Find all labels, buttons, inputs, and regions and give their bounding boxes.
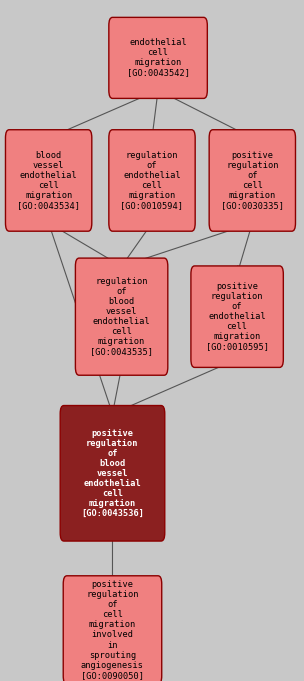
FancyBboxPatch shape [191, 266, 283, 368]
FancyBboxPatch shape [5, 129, 92, 232]
Text: blood
vessel
endothelial
cell
migration
[GO:0043534]: blood vessel endothelial cell migration … [17, 151, 80, 210]
Text: positive
regulation
of
blood
vessel
endothelial
cell
migration
[GO:0043536]: positive regulation of blood vessel endo… [81, 428, 144, 518]
Text: positive
regulation
of
endothelial
cell
migration
[GO:0010595]: positive regulation of endothelial cell … [206, 282, 269, 351]
Text: regulation
of
endothelial
cell
migration
[GO:0010594]: regulation of endothelial cell migration… [120, 151, 184, 210]
FancyBboxPatch shape [60, 406, 165, 541]
FancyBboxPatch shape [109, 18, 207, 99]
Text: positive
regulation
of
cell
migration
involved
in
sprouting
angiogenesis
[GO:009: positive regulation of cell migration in… [81, 580, 144, 680]
FancyBboxPatch shape [75, 258, 168, 375]
FancyBboxPatch shape [209, 129, 295, 232]
Text: regulation
of
blood
vessel
endothelial
cell
migration
[GO:0043535]: regulation of blood vessel endothelial c… [90, 277, 153, 356]
Text: endothelial
cell
migration
[GO:0043542]: endothelial cell migration [GO:0043542] [126, 38, 190, 78]
FancyBboxPatch shape [109, 129, 195, 232]
Text: positive
regulation
of
cell
migration
[GO:0030335]: positive regulation of cell migration [G… [221, 151, 284, 210]
FancyBboxPatch shape [63, 576, 162, 681]
